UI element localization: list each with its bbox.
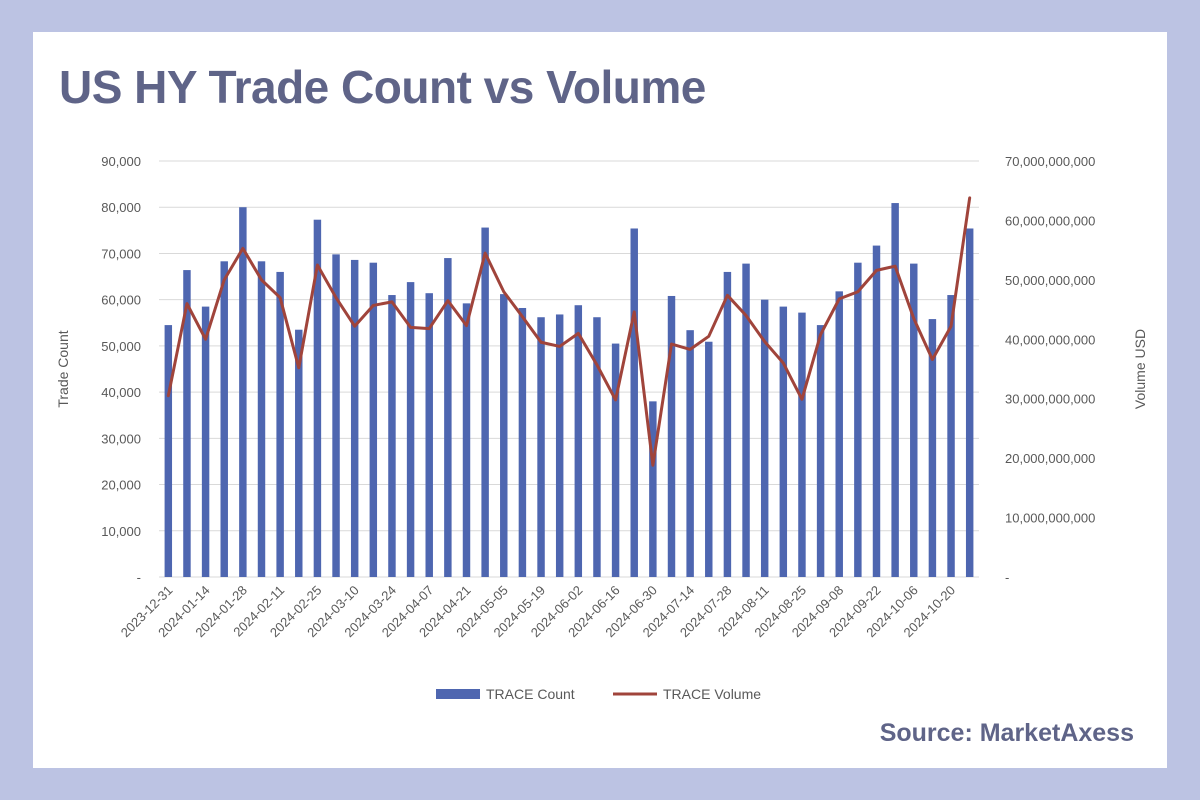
- bar: [742, 263, 750, 577]
- y-left-tick-label: 80,000: [101, 200, 141, 215]
- bar: [350, 259, 359, 577]
- bar: [760, 299, 769, 577]
- bar: [835, 291, 843, 577]
- y-left-tick-label: -: [137, 570, 141, 585]
- bar: [257, 261, 266, 577]
- bar: [295, 329, 303, 577]
- y-right-tick-label: -: [1005, 570, 1009, 585]
- y-right-tick-label: 70,000,000,000: [1005, 154, 1095, 169]
- bar: [388, 295, 396, 577]
- legend-count-label: TRACE Count: [486, 686, 575, 702]
- bar: [500, 294, 508, 577]
- y-right-tick-label: 10,000,000,000: [1005, 511, 1095, 526]
- source-note: Source: MarketAxess: [879, 719, 1134, 747]
- bar: [798, 312, 806, 577]
- y-left-tick-label: 50,000: [101, 339, 141, 354]
- bar: [854, 262, 862, 577]
- bar: [910, 263, 918, 577]
- bar: [649, 401, 657, 577]
- bar: [183, 270, 191, 577]
- bar: [667, 295, 676, 577]
- y-left-tick-label: 60,000: [101, 293, 141, 308]
- legend-volume-label: TRACE Volume: [663, 686, 761, 702]
- bar: [705, 341, 713, 577]
- y-left-tick-label: 10,000: [101, 524, 141, 539]
- bar: [555, 314, 564, 577]
- bar: [313, 219, 322, 578]
- bar: [537, 317, 545, 577]
- bar: [462, 303, 471, 577]
- y-left-axis-title: Trade Count: [55, 330, 71, 407]
- bar: [518, 307, 527, 577]
- bar: [239, 207, 247, 577]
- chart-title: US HY Trade Count vs Volume: [59, 61, 706, 113]
- legend-count-swatch: [436, 689, 480, 699]
- bar: [369, 262, 378, 577]
- bar: [574, 305, 583, 577]
- y-left-tick-label: 30,000: [101, 431, 141, 446]
- bar: [816, 325, 825, 577]
- bar: [332, 254, 340, 577]
- y-right-tick-label: 60,000,000,000: [1005, 213, 1095, 228]
- y-right-tick-label: 40,000,000,000: [1005, 332, 1095, 347]
- bar: [425, 293, 433, 577]
- y-right-tick-label: 50,000,000,000: [1005, 273, 1095, 288]
- y-left-tick-label: 70,000: [101, 246, 141, 261]
- volume-line: [166, 196, 972, 467]
- bar: [891, 203, 899, 577]
- y-left-tick-label: 20,000: [101, 478, 141, 493]
- bar: [630, 228, 638, 578]
- bar: [686, 330, 694, 577]
- bar: [164, 325, 173, 577]
- bar: [611, 343, 620, 577]
- y-right-axis-title: Volume USD: [1132, 329, 1148, 409]
- bar: [593, 317, 601, 577]
- bar: [965, 228, 974, 578]
- y-left-tick-label: 40,000: [101, 385, 141, 400]
- chart-card: US HY Trade Count vs Volume - 10,000 20,00…: [33, 32, 1167, 768]
- bar: [872, 245, 881, 577]
- bar: [276, 271, 284, 577]
- y-right-tick-label: 30,000,000,000: [1005, 392, 1095, 407]
- bar: [723, 271, 732, 577]
- bar: [928, 319, 937, 577]
- bar: [220, 261, 228, 577]
- bar: [406, 282, 415, 577]
- chart-area: - 10,000 20,000 30,000 40,000 50,000 60,000 70,…: [55, 154, 1148, 702]
- bar: [481, 227, 489, 577]
- bar: [779, 306, 788, 577]
- bar: [201, 306, 210, 577]
- y-right-tick-label: 20,000,000,000: [1005, 451, 1095, 466]
- bar: [444, 258, 452, 577]
- bar: [947, 295, 955, 577]
- y-left-tick-label: 90,000: [101, 154, 141, 169]
